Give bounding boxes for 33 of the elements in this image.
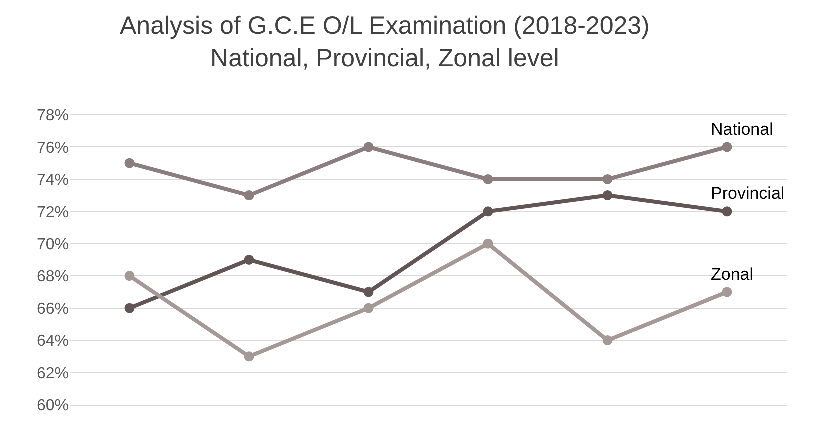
point bbox=[722, 287, 732, 298]
point bbox=[364, 142, 374, 152]
chart-subtitle: National, Provincial, Zonal level bbox=[210, 44, 560, 73]
y-tick-label: 78% bbox=[36, 108, 69, 125]
point bbox=[124, 271, 135, 282]
y-tick-label: 64% bbox=[36, 333, 69, 350]
point bbox=[483, 174, 494, 184]
y-tick-label: 62% bbox=[36, 365, 69, 382]
series-label: Provincial bbox=[711, 184, 785, 203]
point bbox=[483, 206, 494, 217]
point bbox=[722, 206, 732, 217]
point bbox=[124, 158, 135, 168]
point bbox=[124, 303, 135, 314]
y-tick-label: 76% bbox=[36, 140, 69, 157]
point bbox=[244, 190, 254, 201]
y-tick-label: 66% bbox=[36, 300, 69, 318]
point bbox=[364, 287, 374, 298]
point bbox=[602, 190, 613, 201]
chart-title: Analysis of G.C.E O/L Examination (2018-2023) bbox=[120, 12, 650, 40]
series-label: Zonal bbox=[711, 265, 754, 284]
point bbox=[244, 255, 254, 265]
y-tick-label: 60% bbox=[36, 398, 69, 415]
point bbox=[364, 303, 374, 314]
y-tick-label: 68% bbox=[36, 268, 69, 286]
point bbox=[602, 336, 613, 346]
y-tick-label: 70% bbox=[36, 236, 69, 254]
series-label: National bbox=[711, 120, 774, 139]
point bbox=[483, 238, 494, 249]
point bbox=[244, 352, 254, 362]
y-tick-label: 72% bbox=[36, 204, 69, 222]
y-tick-label: 74% bbox=[36, 172, 69, 190]
point bbox=[602, 174, 613, 184]
point bbox=[722, 142, 732, 152]
